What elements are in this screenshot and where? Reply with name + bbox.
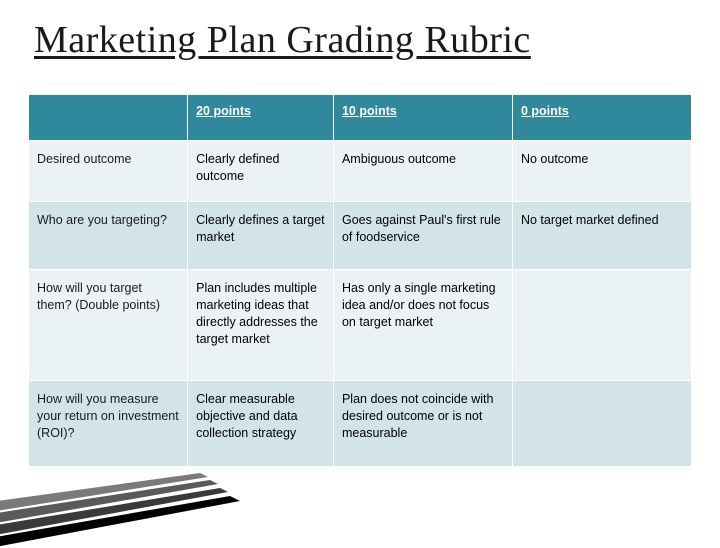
cell-20pts: Plan includes multiple marketing ideas t… [188, 270, 334, 381]
row-label: How will you measure your return on inve… [29, 380, 188, 466]
cell-10pts: Plan does not coincide with desired outc… [333, 380, 512, 466]
row-label: Desired outcome [29, 140, 188, 201]
table-row: How will you target them? (Double points… [29, 270, 692, 381]
col-header-10pts: 10 points [333, 95, 512, 141]
row-label: Who are you targeting? [29, 201, 188, 270]
rubric-table: 20 points 10 points 0 points Desired out… [28, 94, 692, 467]
corner-decoration-icon [0, 468, 270, 548]
cell-20pts: Clearly defined outcome [188, 140, 334, 201]
table-row: Who are you targeting? Clearly defines a… [29, 201, 692, 270]
cell-0pts [512, 270, 691, 381]
table-row: Desired outcome Clearly defined outcome … [29, 140, 692, 201]
col-header-20pts: 20 points [188, 95, 334, 141]
cell-10pts: Ambiguous outcome [333, 140, 512, 201]
cell-0pts: No target market defined [512, 201, 691, 270]
cell-10pts: Has only a single marketing idea and/or … [333, 270, 512, 381]
col-header-blank [29, 95, 188, 141]
cell-10pts: Goes against Paul's first rule of foodse… [333, 201, 512, 270]
rubric-table-container: 20 points 10 points 0 points Desired out… [0, 66, 720, 467]
page-title: Marketing Plan Grading Rubric [0, 0, 720, 66]
table-header-row: 20 points 10 points 0 points [29, 95, 692, 141]
cell-0pts: No outcome [512, 140, 691, 201]
cell-0pts [512, 380, 691, 466]
col-header-0pts: 0 points [512, 95, 691, 141]
table-row: How will you measure your return on inve… [29, 380, 692, 466]
row-label: How will you target them? (Double points… [29, 270, 188, 381]
cell-20pts: Clear measurable objective and data coll… [188, 380, 334, 466]
cell-20pts: Clearly defines a target market [188, 201, 334, 270]
